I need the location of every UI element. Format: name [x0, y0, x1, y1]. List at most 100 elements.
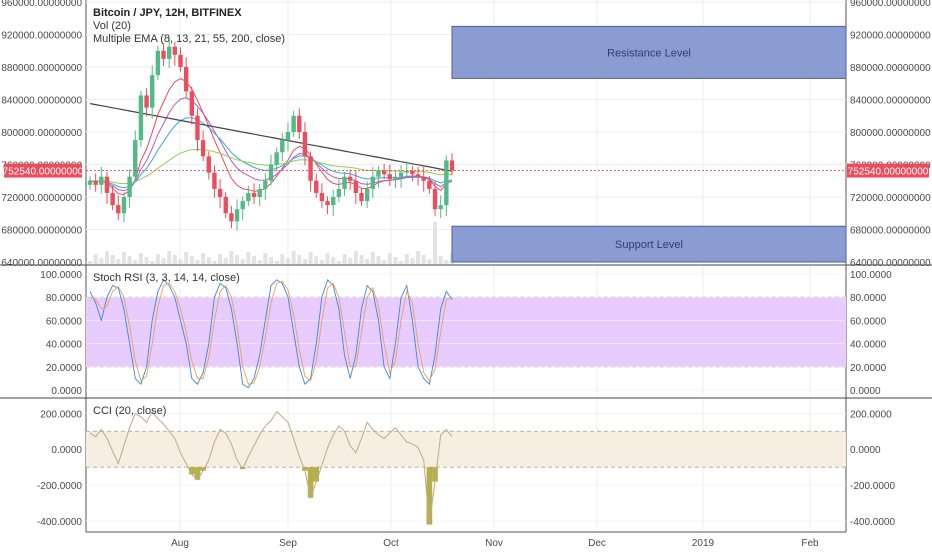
candle-body — [138, 95, 144, 141]
stoch-tick-label-right: 100.0000 — [850, 270, 892, 281]
candle-body — [234, 209, 240, 222]
cci-tick-label-left: 200.0000 — [40, 409, 82, 420]
volume-bar — [223, 258, 228, 264]
stoch-tick-label-right: 40.0000 — [850, 340, 887, 351]
volume-bar — [370, 252, 375, 264]
volume-bar — [246, 252, 251, 264]
volume-bar — [167, 251, 172, 264]
candle-body — [415, 174, 421, 177]
volume-bar — [263, 253, 268, 264]
volume-bar — [308, 252, 313, 264]
price-axis-left: 960000.00000000 920000.00000000 880000.000… — [1, 0, 82, 269]
volume-bar — [393, 257, 398, 264]
candle-body — [195, 115, 200, 141]
volume-bar — [297, 255, 302, 264]
stoch-line-1 — [89, 280, 453, 385]
candle-body — [308, 156, 313, 181]
candle-body — [381, 171, 387, 175]
volume-bar — [336, 261, 341, 264]
candle-body — [206, 156, 211, 173]
candle-body — [121, 197, 127, 214]
volume-bar — [387, 253, 392, 264]
price-tick-label-left: 960000.00000000 — [1, 0, 82, 9]
volume-bar — [150, 261, 155, 264]
candle-body — [331, 197, 336, 206]
volume-bar — [285, 258, 290, 264]
cci-tick-label-right: -200.0000 — [850, 481, 895, 492]
volume-bar — [342, 254, 347, 264]
cci-oversold-fill — [188, 467, 195, 475]
price-tick-label-left: 880000.00000000 — [1, 63, 82, 74]
cci-lines — [89, 410, 453, 525]
candle-body — [217, 188, 223, 197]
cci-tick-label-left: -400.0000 — [37, 517, 82, 528]
candle-body — [172, 46, 178, 55]
price-tick-label-right: 680000.00000000 — [850, 226, 931, 237]
candle-body — [393, 176, 398, 180]
volume-bar — [353, 251, 358, 264]
candle-body — [110, 192, 115, 206]
candle-body — [257, 188, 262, 197]
volume-bar — [325, 253, 330, 264]
volume-bar — [433, 222, 438, 264]
cci-oversold-fill — [313, 467, 320, 482]
candle-body — [410, 171, 415, 175]
price-axis-right: 960000.00000000 920000.00000000 880000.000… — [850, 0, 931, 269]
candles — [87, 36, 455, 231]
candle-body — [161, 50, 166, 59]
candle-body — [212, 172, 217, 189]
candle-body — [432, 188, 438, 210]
cci-oversold-fill — [432, 467, 438, 482]
volume-bar — [133, 260, 138, 264]
stoch-tick-label-right: 60.0000 — [850, 316, 887, 327]
volume-bar — [201, 253, 206, 264]
volume-bar — [314, 256, 319, 264]
time-tick-label: Nov — [485, 538, 503, 549]
candle-body — [200, 140, 206, 157]
volume-bar — [269, 257, 273, 264]
stoch-tick-label-right: 80.0000 — [850, 293, 887, 304]
cci-oversold-fill — [307, 467, 314, 498]
cci-tick-label-left: 0.0000 — [51, 445, 82, 456]
volume-bar — [184, 252, 189, 264]
stoch-tick-label-left: 40.0000 — [46, 340, 83, 351]
candle-body — [319, 192, 325, 202]
volume-bar — [359, 255, 364, 264]
zone-rect — [451, 225, 847, 263]
time-tick-label: Sep — [279, 538, 297, 549]
candle-body — [444, 160, 449, 206]
candle-body — [251, 192, 257, 197]
last-price-tag-left — [4, 163, 82, 178]
volume-bar — [144, 257, 149, 264]
price-tick-label-right: 800000.00000000 — [850, 128, 931, 139]
candle-body — [240, 201, 245, 210]
candle-body — [370, 176, 376, 189]
volume-bar — [116, 259, 121, 264]
candle-body — [116, 205, 121, 214]
candle-body — [246, 192, 251, 202]
price-tick-label-right: 720000.00000000 — [850, 193, 931, 204]
time-tick-label: Aug — [171, 538, 189, 549]
volume-bar — [88, 261, 92, 264]
support-zone: Support Level — [451, 225, 847, 263]
volume-bar — [229, 251, 234, 264]
volume-bar — [404, 254, 409, 264]
candle-body — [359, 192, 364, 202]
time-tick-label: Oct — [383, 538, 399, 549]
volume-bar — [138, 253, 143, 264]
candle-body — [376, 171, 381, 177]
cci-tick-label-right: 0.0000 — [850, 445, 881, 456]
candle-body — [229, 213, 234, 222]
volume-bar — [416, 251, 421, 264]
candle-body — [342, 176, 347, 189]
candle-body — [268, 164, 274, 181]
last-price-tag-right — [847, 163, 929, 178]
volume-bar — [376, 256, 381, 264]
price-tick-label-right: 840000.00000000 — [850, 96, 931, 107]
volume-bar — [257, 260, 262, 264]
cci-line — [89, 410, 453, 525]
stoch-tick-label-right: 20.0000 — [850, 363, 887, 374]
volume-bar — [438, 256, 443, 264]
candle-body — [263, 180, 268, 189]
